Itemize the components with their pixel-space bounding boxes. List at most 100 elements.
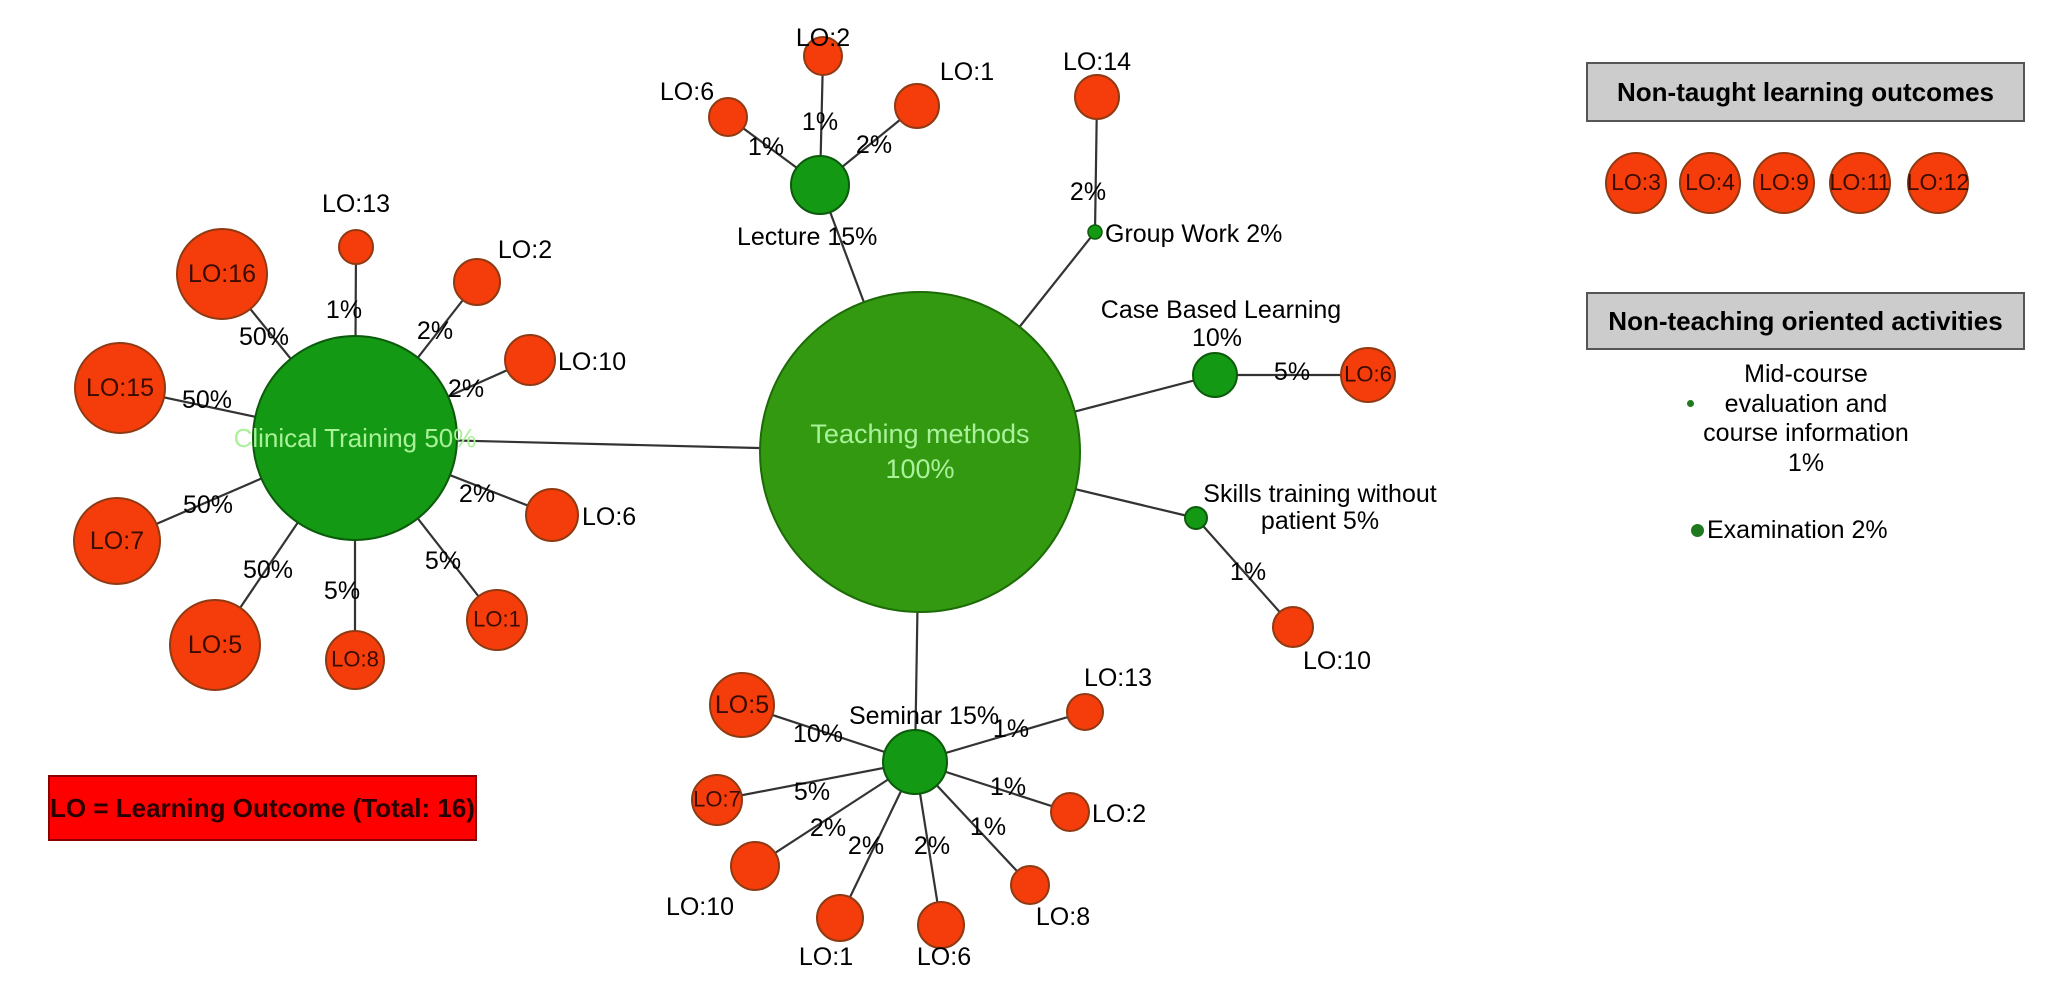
- lo-label-seminar-lo7: LO:7: [693, 786, 741, 812]
- lo-label-seminar-lo6: LO:6: [916, 943, 972, 971]
- lo-node-seminar-lo6[interactable]: [917, 901, 965, 949]
- lo-label-clinical-lo1: LO:1: [473, 606, 521, 632]
- lo-label-seminar-lo8: LO:8: [1035, 903, 1091, 931]
- edge-pct-lecture-lo1: 2%: [855, 131, 893, 159]
- lo-node-lecture-lo2[interactable]: [803, 36, 843, 76]
- hub-node-group-work[interactable]: [1087, 224, 1103, 240]
- green-dot-icon-midcourse: [1687, 400, 1694, 407]
- hub-node-clinical-training[interactable]: [252, 335, 458, 541]
- legend-non-taught-items: [1594, 147, 2014, 219]
- edge-pct-seminar-lo8: 1%: [969, 813, 1007, 841]
- edge-pct-groupwork-lo14: 2%: [1069, 178, 1107, 206]
- edge-pct-clinical-lo2: 2%: [416, 317, 454, 345]
- edge-seminar-lo7: [716, 760, 916, 802]
- lo-node-clinical-lo8[interactable]: [325, 630, 385, 690]
- edge-pct-clinical-lo6: 2%: [458, 480, 496, 508]
- lo-label-clinical-lo5: LO:5: [187, 631, 243, 659]
- lo-label-skills-lo10: LO:10: [1302, 647, 1372, 675]
- hub-label-group-work: Group Work 2%: [1105, 220, 1283, 248]
- lo-node-clinical-lo6[interactable]: [525, 488, 579, 542]
- hub-label-clinical-training: Clinical Training 50%: [234, 423, 477, 453]
- lo-label-seminar-lo13: LO:13: [1083, 664, 1153, 692]
- center-label-line1: Teaching methods: [810, 419, 1029, 449]
- hub-node-lecture[interactable]: [790, 155, 850, 215]
- nodes-layer: [73, 36, 1396, 949]
- edge-pct-lecture-lo6: 1%: [747, 133, 785, 161]
- lo-node-clinical-lo1[interactable]: [466, 589, 528, 651]
- edge-pct-seminar-lo7: 5%: [793, 778, 831, 806]
- edge-pct-clinical-lo13: 1%: [325, 296, 363, 324]
- lo-node-groupwork-lo14[interactable]: [1074, 74, 1120, 120]
- non-teaching-item-examination: Examination 2%: [1691, 516, 1888, 545]
- edge-pct-skills-lo10: 1%: [1229, 558, 1267, 586]
- legend-lo-node-0[interactable]: [1605, 152, 1667, 214]
- lo-label-clinical-lo6: LO:6: [582, 503, 637, 531]
- edge-pct-cbl-lo6: 5%: [1273, 358, 1311, 386]
- edge-pct-clinical-lo5: 50%: [242, 556, 294, 584]
- legend-lo-label-1: LO:4: [1685, 169, 1735, 196]
- hub-node-teaching-methods[interactable]: [759, 291, 1081, 613]
- edge-pct-clinical-lo16: 50%: [238, 323, 290, 351]
- midcourse-line2: evaluation and: [1724, 389, 1888, 418]
- lo-label-clinical-lo16: LO:16: [187, 260, 257, 288]
- lo-label-clinical-lo15: LO:15: [85, 374, 155, 402]
- lo-label-lecture-lo6: LO:6: [659, 78, 715, 106]
- edge-pct-clinical-lo7: 50%: [182, 491, 234, 519]
- lo-node-seminar-lo13[interactable]: [1066, 693, 1104, 731]
- midcourse-line1: Mid-course: [1744, 360, 1868, 388]
- lo-node-cbl-lo6[interactable]: [1340, 347, 1396, 403]
- lo-node-clinical-lo10[interactable]: [504, 334, 556, 386]
- non-teaching-item-midcourse: Mid-course evaluation and course informa…: [1656, 360, 1956, 478]
- lo-node-lecture-lo1[interactable]: [894, 83, 940, 129]
- edge-pct-clinical-lo1: 5%: [424, 547, 462, 575]
- lo-label-seminar-lo10: LO:10: [665, 893, 735, 921]
- lo-node-seminar-lo8[interactable]: [1010, 865, 1050, 905]
- legend-non-taught-header: Non-taught learning outcomes: [1586, 62, 2025, 122]
- edge-pct-lecture-lo2: 1%: [801, 108, 839, 136]
- lo-label-clinical-lo7: LO:7: [89, 527, 145, 555]
- legend-lo-label-2: LO:9: [1759, 169, 1809, 196]
- hub-label-skills-training-line2: patient 5%: [1260, 507, 1380, 535]
- lo-label-clinical-lo8: LO:8: [331, 646, 379, 672]
- edge-pct-seminar-lo2: 1%: [989, 773, 1027, 801]
- hub-label-case-based-learning-line1: Case Based Learning: [1100, 296, 1342, 324]
- edge-pct-clinical-lo10: 2%: [447, 375, 485, 403]
- lo-node-clinical-lo7[interactable]: [73, 497, 161, 585]
- lo-node-skills-lo10[interactable]: [1272, 606, 1314, 648]
- lo-label-seminar-lo2: LO:2: [1092, 800, 1147, 828]
- lo-node-clinical-lo5[interactable]: [169, 599, 261, 691]
- lo-label-seminar-lo5: LO:5: [714, 691, 770, 719]
- legend-non-teaching-header: Non-teaching oriented activities: [1586, 292, 2025, 350]
- lo-node-seminar-lo10[interactable]: [730, 841, 780, 891]
- hub-node-case-based-learning[interactable]: [1192, 352, 1238, 398]
- lo-label-clinical-lo13: LO:13: [321, 190, 391, 218]
- lo-node-clinical-lo15[interactable]: [74, 342, 166, 434]
- legend-lo-node-4[interactable]: [1907, 152, 1969, 214]
- legend-lo-node-1[interactable]: [1679, 152, 1741, 214]
- edge-pct-seminar-lo1: 2%: [847, 832, 885, 860]
- lo-node-clinical-lo16[interactable]: [176, 228, 268, 320]
- lo-label-cbl-lo6: LO:6: [1344, 361, 1392, 387]
- lo-label-groupwork-lo14: LO:14: [1062, 48, 1132, 76]
- lo-node-seminar-lo2[interactable]: [1050, 792, 1090, 832]
- lo-label-lecture-lo1: LO:1: [939, 58, 995, 86]
- lo-node-seminar-lo5[interactable]: [709, 672, 775, 738]
- edge-pct-seminar-lo10: 2%: [809, 814, 847, 842]
- edge-skills-lo10: [1195, 517, 1294, 628]
- lo-label-clinical-lo10: LO:10: [558, 348, 627, 376]
- lo-node-clinical-lo2[interactable]: [453, 258, 501, 306]
- legend-lo-node-2[interactable]: [1753, 152, 1815, 214]
- lo-node-seminar-lo1[interactable]: [816, 894, 864, 942]
- lo-node-clinical-lo13[interactable]: [338, 229, 374, 265]
- edge-pct-seminar-lo5: 10%: [792, 720, 844, 748]
- legend-lo-node-3[interactable]: [1829, 152, 1891, 214]
- hub-node-seminar[interactable]: [882, 729, 948, 795]
- lo-label-lecture-lo2: LO:2: [795, 24, 851, 52]
- hub-node-skills-training[interactable]: [1184, 506, 1208, 530]
- lo-node-lecture-lo6[interactable]: [708, 97, 748, 137]
- lo-node-seminar-lo7[interactable]: [691, 774, 743, 826]
- legend-non-taught-circles: [1605, 152, 1969, 214]
- edge-pct-seminar-lo6: 2%: [913, 832, 951, 860]
- hub-label-skills-training-line1: Skills training without: [1203, 480, 1437, 508]
